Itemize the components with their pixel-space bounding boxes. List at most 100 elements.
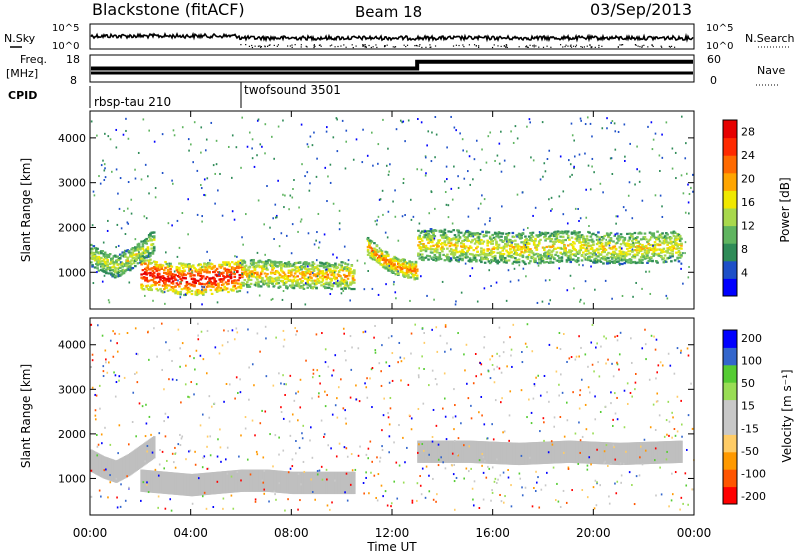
power-pixel (252, 275, 255, 278)
power-pixel (145, 269, 148, 272)
power-pixel (506, 251, 510, 254)
power-pixel (470, 246, 473, 249)
power-pixel (657, 237, 661, 240)
power-pixel (321, 273, 325, 276)
nsearch-dot (639, 46, 641, 48)
velocity-pixel (648, 378, 651, 381)
power-pixel (662, 261, 666, 264)
velocity-pixel (453, 428, 455, 431)
power-pixel (116, 272, 120, 275)
power-pixel (443, 232, 447, 235)
power-pixel (186, 286, 190, 290)
power-pixel (239, 286, 243, 290)
velocity-pixel (530, 411, 533, 414)
power-pixel (419, 231, 423, 234)
power-colorbar-tick: 20 (741, 173, 755, 186)
power-pixel (342, 267, 346, 271)
power-pixel (166, 268, 170, 271)
power-pixel (589, 252, 593, 255)
power-noise (304, 282, 307, 285)
power-pixel (575, 237, 579, 240)
velocity-pixel (131, 421, 134, 424)
power-pixel (507, 252, 511, 256)
nsearch-tick-bottom: 10^0 (706, 41, 733, 52)
power-pixel (496, 262, 500, 265)
power-noise (242, 243, 244, 246)
velocity-pixel (435, 500, 437, 503)
power-pixel (385, 251, 389, 254)
power-pixel (677, 260, 681, 263)
power-pixel (327, 286, 331, 289)
power-pixel (648, 259, 652, 262)
power-pixel (404, 273, 408, 276)
power-pixel (247, 277, 250, 281)
power-pixel (505, 236, 508, 239)
velocity-pixel (671, 411, 673, 414)
power-pixel (291, 264, 294, 267)
power-noise (447, 216, 450, 219)
power-pixel (564, 238, 567, 242)
power-noise (641, 287, 643, 290)
power-noise (542, 175, 544, 178)
velocity-pixel (614, 412, 617, 415)
power-noise (634, 183, 636, 186)
velocity-pixel (641, 463, 644, 466)
power-noise (680, 174, 683, 177)
velocity-pixel (345, 447, 348, 450)
power-noise (95, 250, 98, 253)
power-pixel (549, 261, 552, 264)
velocity-pixel (101, 334, 104, 337)
power-noise (496, 154, 499, 157)
power-pixel (115, 262, 118, 265)
power-pixel (643, 248, 647, 252)
power-noise (488, 269, 491, 272)
power-pixel (677, 253, 681, 257)
power-pixel (345, 282, 349, 285)
nsearch-dot (668, 45, 670, 48)
power-noise (309, 135, 312, 138)
nsearch-dot (580, 45, 582, 48)
power-pixel (123, 270, 127, 273)
power-noise (372, 164, 374, 167)
power-noise (426, 294, 428, 297)
power-noise (341, 119, 344, 122)
power-pixel (321, 279, 325, 282)
power-pixel (467, 239, 471, 242)
velocity-pixel (294, 326, 297, 329)
title: Blackstone (fitACF) (92, 0, 245, 19)
power-noise (181, 212, 184, 215)
power-pixel (569, 250, 573, 254)
power-pixel (319, 270, 322, 273)
power-pixel (558, 240, 561, 243)
power-pixel (480, 251, 483, 254)
velocity-pixel (299, 499, 301, 502)
power-noise (589, 188, 592, 191)
power-pixel (213, 277, 216, 281)
velocity-pixel (579, 439, 582, 442)
power-pixel (593, 251, 596, 254)
power-noise (460, 291, 463, 294)
power-pixel (491, 242, 495, 245)
power-pixel (147, 279, 151, 282)
nsearch-dot (670, 45, 673, 47)
power-pixel (330, 279, 333, 282)
power-pixel (301, 286, 304, 289)
power-pixel (170, 277, 174, 280)
power-noise (221, 214, 224, 217)
power-pixel (415, 274, 419, 277)
power-noise (246, 145, 249, 148)
power-noise (142, 118, 145, 121)
power-noise (377, 143, 380, 146)
nsearch-dot (500, 45, 502, 48)
power-pixel (404, 275, 408, 278)
power-pixel (670, 260, 673, 263)
power-noise (251, 147, 253, 150)
power-noise (341, 261, 343, 264)
velocity-pixel (540, 488, 543, 491)
power-pixel (147, 259, 151, 263)
power-pixel (329, 268, 332, 271)
power-pixel (521, 232, 525, 235)
power-pixel (614, 258, 618, 261)
power-noise (425, 234, 427, 237)
power-pixel (554, 233, 557, 237)
